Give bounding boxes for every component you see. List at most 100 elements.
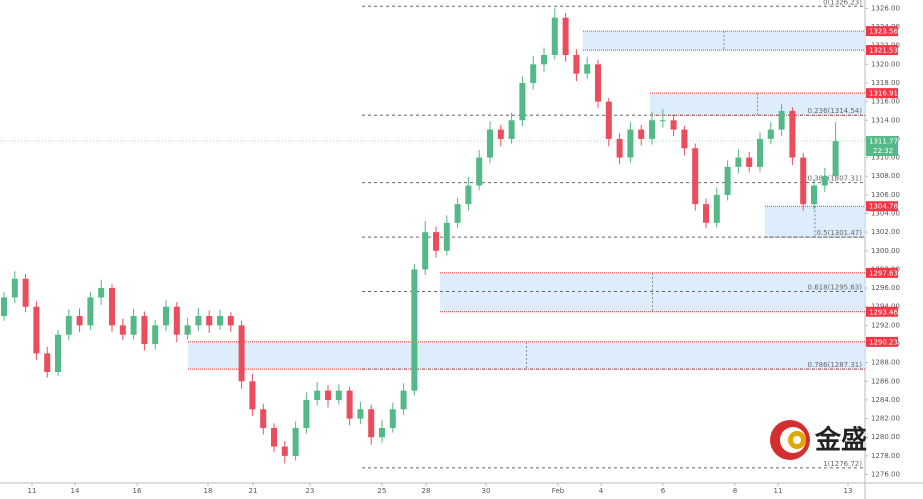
candle-body xyxy=(778,110,785,130)
fib-label: 0.618(1295.63) xyxy=(808,284,863,292)
candle-body xyxy=(325,390,331,400)
y-tick-label: 1284.00 xyxy=(871,396,900,404)
candle-body xyxy=(22,278,29,307)
candle-body xyxy=(217,316,223,326)
candle-body xyxy=(1,297,7,317)
fib-label: 1(1276.72) xyxy=(823,460,862,468)
price-tag-label: 1290.23 xyxy=(869,338,898,346)
candle-body xyxy=(227,316,234,326)
candle-body xyxy=(130,316,137,335)
candle-body xyxy=(659,120,666,122)
fib-label: 0.236(1314.54) xyxy=(808,107,863,115)
candle-body xyxy=(281,446,288,456)
x-tick-label: 30 xyxy=(482,487,491,495)
y-tick-label: 1314.00 xyxy=(871,116,900,124)
y-tick-label: 1326.00 xyxy=(871,4,900,12)
logo-text: 金盛 xyxy=(814,425,867,456)
candle-body xyxy=(605,101,612,139)
candle-body xyxy=(368,409,375,438)
candle-body xyxy=(789,110,796,158)
y-tick-label: 1296.00 xyxy=(871,284,900,292)
price-tag-label: 1293.46 xyxy=(869,308,898,316)
candle-body xyxy=(76,316,83,326)
candle-body xyxy=(184,325,191,335)
y-tick-label: 1294.00 xyxy=(871,303,900,311)
candle-body xyxy=(670,120,677,130)
x-tick-label: 28 xyxy=(422,487,431,495)
x-tick-label: 16 xyxy=(133,487,142,495)
candle-body xyxy=(476,157,483,186)
candle-body xyxy=(422,232,429,270)
price-tag-label: 1321.53 xyxy=(869,47,898,55)
x-tick-label: 8 xyxy=(733,487,737,495)
candle-body xyxy=(109,288,115,326)
y-tick-label: 1308.00 xyxy=(871,172,900,180)
price-tag xyxy=(866,26,898,37)
x-tick-label: 21 xyxy=(249,487,258,495)
x-tick-label: Feb xyxy=(552,487,565,495)
candle-body xyxy=(508,120,515,139)
candle-body xyxy=(757,138,763,167)
candle-body xyxy=(11,278,18,298)
price-tag xyxy=(866,45,898,56)
candle-body xyxy=(249,381,256,410)
price-tag-label: 1297.63 xyxy=(869,269,898,277)
y-tick-label: 1288.00 xyxy=(871,359,900,367)
candle-body xyxy=(292,427,299,456)
candle-body xyxy=(379,427,385,438)
fib-label: 0.786(1287.31) xyxy=(808,361,863,369)
fib-label: 0.382(1307.31) xyxy=(808,175,863,183)
candle-body xyxy=(55,334,61,372)
candle-body xyxy=(616,138,623,158)
x-tick-label: 25 xyxy=(378,487,387,495)
candle-body xyxy=(443,222,450,251)
zone xyxy=(650,93,865,116)
candle-body xyxy=(173,306,180,335)
candle-body xyxy=(735,157,742,167)
candle-body xyxy=(832,141,839,177)
candle-body xyxy=(454,204,461,223)
candle-body xyxy=(465,185,472,205)
candle-body xyxy=(746,157,753,167)
candle-body xyxy=(595,64,601,102)
candle-body xyxy=(519,82,526,121)
price-tag-label: 1323.56 xyxy=(869,28,898,36)
candle-body xyxy=(119,325,126,335)
candle-body xyxy=(573,55,580,74)
candle-body xyxy=(551,17,558,56)
y-tick-label: 1304.00 xyxy=(871,209,900,217)
fib-label: 0.5(1301.47) xyxy=(816,229,862,237)
candle-body xyxy=(713,194,720,223)
candle-body xyxy=(400,390,407,410)
last-price-label: 1311.77 xyxy=(869,138,898,146)
candle-body xyxy=(584,64,591,74)
candle-body xyxy=(346,390,353,419)
candle-body xyxy=(44,353,51,372)
x-tick-label: 23 xyxy=(306,487,315,495)
candle-body xyxy=(627,129,634,158)
candle-body xyxy=(87,297,94,326)
candle-body xyxy=(260,409,267,428)
logo-coin-hole xyxy=(793,436,801,444)
candle-body xyxy=(357,409,364,419)
candle-body xyxy=(335,390,342,400)
candle-body xyxy=(541,55,547,65)
x-tick-label: 14 xyxy=(71,487,80,495)
candle-body xyxy=(562,17,569,56)
y-tick-label: 1282.00 xyxy=(871,415,900,423)
y-tick-label: 1280.00 xyxy=(871,433,900,441)
fib-label: 0(1326.23) xyxy=(823,0,862,6)
y-tick-label: 1306.00 xyxy=(871,191,900,199)
x-tick-label: 18 xyxy=(204,487,213,495)
candle-body xyxy=(152,325,159,345)
candle-body xyxy=(65,316,72,335)
price-tag xyxy=(866,88,898,99)
candle-body xyxy=(497,129,504,139)
y-tick-label: 1276.00 xyxy=(871,471,900,479)
candle-body xyxy=(638,129,645,139)
price-tag xyxy=(866,201,898,212)
candle-body xyxy=(238,325,245,382)
candle-body xyxy=(649,120,655,139)
x-tick-label: 11 xyxy=(774,487,783,495)
